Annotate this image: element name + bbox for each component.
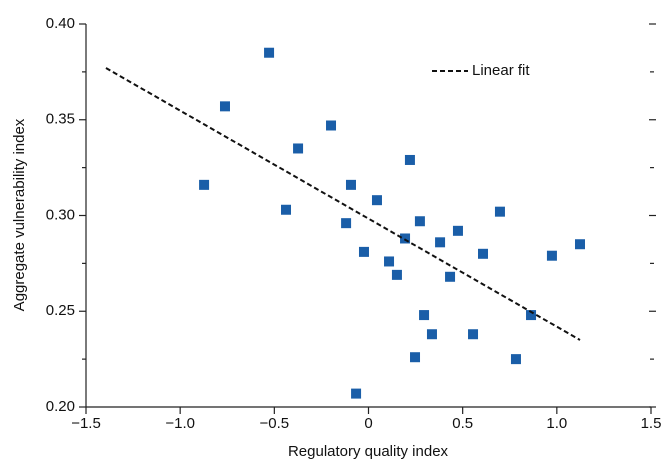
scatter-point <box>445 271 456 282</box>
scatter-point <box>281 204 292 215</box>
scatter-point <box>345 179 356 190</box>
scatter-point <box>546 250 557 261</box>
y-tick-label: 0.20 <box>46 398 75 415</box>
legend-label: Linear fit <box>472 62 530 79</box>
x-tick-label: 0 <box>364 415 372 432</box>
scatter-point <box>494 206 505 217</box>
y-tick-label: 0.40 <box>46 15 75 32</box>
scatter-point <box>426 329 437 340</box>
x-tick-label: −1.5 <box>71 415 101 432</box>
scatter-point <box>419 310 430 321</box>
scatter-point <box>391 269 402 280</box>
scatter-point <box>452 225 463 236</box>
scatter-point <box>341 218 352 229</box>
scatter-point <box>478 248 489 259</box>
scatter-point <box>526 310 537 321</box>
scatter-point <box>414 216 425 227</box>
scatter-point <box>351 388 362 399</box>
scatter-point <box>410 352 421 363</box>
scatter-point <box>510 354 521 365</box>
y-axis-label: Aggregate vulnerability index <box>11 118 28 311</box>
scatter-point <box>358 246 369 257</box>
scatter-point <box>326 120 337 131</box>
scatter-point <box>199 179 210 190</box>
x-axis-label: Regulatory quality index <box>288 443 449 460</box>
y-tick-label: 0.25 <box>46 302 75 319</box>
y-tick-label: 0.35 <box>46 111 75 128</box>
scatter-point <box>468 329 479 340</box>
scatter-point <box>219 101 230 112</box>
x-tick-label: −0.5 <box>260 415 290 432</box>
x-tick-label: −1.0 <box>165 415 195 432</box>
x-tick-label: 1.5 <box>641 415 662 432</box>
x-tick-label: 0.5 <box>452 415 473 432</box>
x-tick-label: 1.0 <box>546 415 567 432</box>
scatter-point <box>264 47 275 58</box>
scatter-point <box>404 154 415 165</box>
fit-line <box>105 67 581 341</box>
y-tick-label: 0.30 <box>46 206 75 223</box>
scatter-point <box>371 195 382 206</box>
scatter-point <box>435 237 446 248</box>
scatter-point <box>384 256 395 267</box>
scatter-point <box>293 143 304 154</box>
scatter-point <box>574 239 585 250</box>
